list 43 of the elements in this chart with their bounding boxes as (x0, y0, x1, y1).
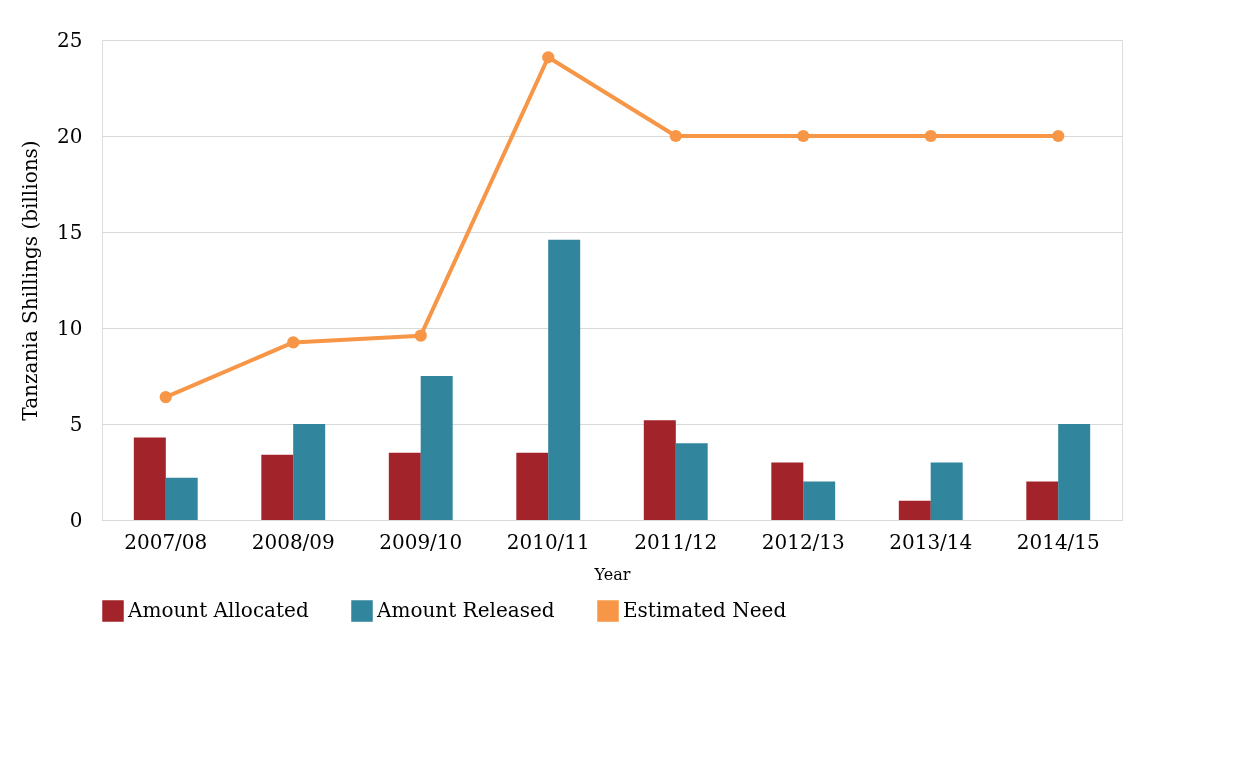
y-tick-label: 0 (69, 507, 83, 532)
bar (420, 376, 453, 520)
bar (548, 239, 581, 520)
y-tick-label: 20 (57, 123, 83, 148)
x-tick-label: 2013/14 (889, 529, 973, 554)
y-tick-label: 5 (69, 411, 83, 436)
bar (771, 462, 804, 520)
x-tick-label: 2008/09 (251, 529, 335, 554)
x-axis-title: Year (593, 564, 631, 584)
bar (261, 454, 294, 520)
point (414, 329, 427, 342)
point (669, 129, 682, 143)
x-tick-label: 2007/08 (124, 529, 208, 554)
y-axis-title: Tanzania Shillings (billions) (18, 140, 43, 421)
bar (898, 500, 931, 520)
bar (1026, 481, 1059, 520)
legend-label: Amount Released (376, 598, 555, 622)
point (287, 336, 300, 349)
y-tick-label: 10 (57, 315, 83, 340)
point (159, 391, 172, 404)
bar (803, 481, 836, 520)
bar (516, 452, 549, 520)
point (797, 129, 810, 143)
bar (293, 424, 326, 520)
x-tick-label: 2010/11 (506, 529, 590, 554)
x-tick-label: 2012/13 (761, 529, 845, 554)
bar (165, 477, 198, 520)
legend-label: Estimated Need (623, 598, 787, 622)
point (1052, 129, 1065, 143)
point (924, 129, 937, 143)
y-tick-label: 15 (57, 219, 83, 244)
legend-label: Amount Allocated (127, 598, 309, 622)
bar (133, 437, 166, 520)
bar (930, 462, 963, 520)
x-tick-label: 2009/10 (379, 529, 463, 554)
bar (388, 452, 421, 520)
bar (1058, 424, 1091, 520)
point (542, 51, 555, 64)
bar (675, 443, 708, 520)
x-tick-label: 2011/12 (634, 529, 718, 554)
bar (643, 420, 676, 520)
y-tick-label: 25 (57, 27, 83, 52)
x-tick-label: 2014/15 (1016, 529, 1100, 554)
